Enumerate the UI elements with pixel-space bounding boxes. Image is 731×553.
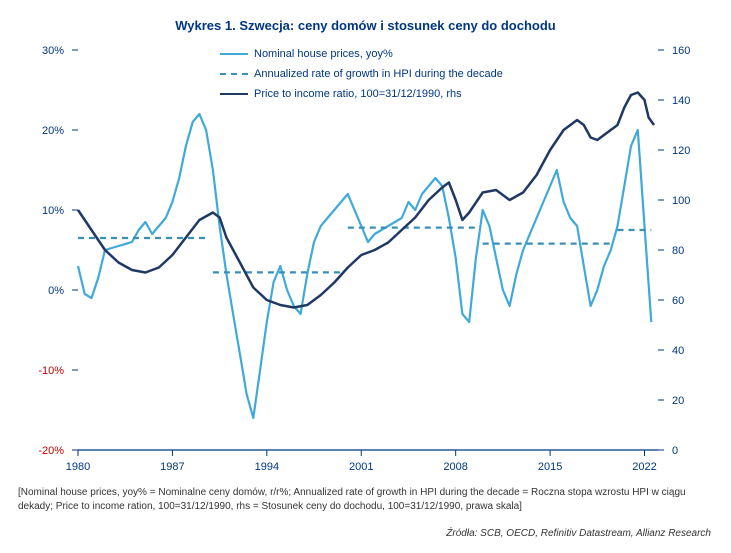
legend-label-nominal: Nominal house prices, yoy%: [254, 48, 393, 60]
x-tick-label: 1980: [66, 461, 90, 473]
footnote: [Nominal house prices, yoy% = Nominalne …: [18, 486, 713, 513]
y-right-tick-label: 140: [672, 95, 690, 107]
y-right-tick-label: 40: [672, 345, 684, 357]
legend-label-annualized: Annualized rate of growth in HPI during …: [254, 68, 503, 80]
x-tick-label: 2022: [632, 461, 656, 473]
y-left-tick-label: 10%: [42, 205, 64, 217]
y-left-tick-label: -20%: [38, 445, 64, 457]
x-tick-label: 2008: [443, 461, 467, 473]
y-right-tick-label: 160: [672, 45, 690, 57]
y-right-tick-label: 0: [672, 445, 678, 457]
y-right-tick-label: 20: [672, 395, 684, 407]
legend-swatch-annualized: [220, 73, 248, 75]
x-tick-label: 2001: [349, 461, 373, 473]
y-left-tick-label: 30%: [42, 45, 64, 57]
x-tick-label: 2015: [538, 461, 562, 473]
series-nominal: [78, 114, 651, 418]
y-right-tick-label: 120: [672, 145, 690, 157]
y-left-tick-label: 0%: [48, 285, 64, 297]
source: Źródła: SCB, OECD, Refinitiv Datastream,…: [446, 528, 711, 539]
legend-item-annualized: Annualized rate of growth in HPI during …: [220, 68, 503, 80]
legend-swatch-ratio: [220, 93, 248, 95]
y-right-tick-label: 60: [672, 295, 684, 307]
x-tick-label: 1987: [160, 461, 184, 473]
legend-label-ratio: Price to income ratio, 100=31/12/1990, r…: [254, 88, 462, 100]
legend-item-ratio: Price to income ratio, 100=31/12/1990, r…: [220, 88, 503, 100]
series-ratio: [78, 93, 654, 308]
y-left-tick-label: -10%: [38, 365, 64, 377]
y-right-tick-label: 100: [672, 195, 690, 207]
legend: Nominal house prices, yoy% Annualized ra…: [220, 48, 503, 108]
chart-container: Wykres 1. Szwecja: ceny domów i stosunek…: [0, 0, 731, 553]
legend-swatch-nominal: [220, 53, 248, 55]
legend-item-nominal: Nominal house prices, yoy%: [220, 48, 503, 60]
y-left-tick-label: 20%: [42, 125, 64, 137]
x-tick-label: 1994: [255, 461, 279, 473]
y-right-tick-label: 80: [672, 245, 684, 257]
